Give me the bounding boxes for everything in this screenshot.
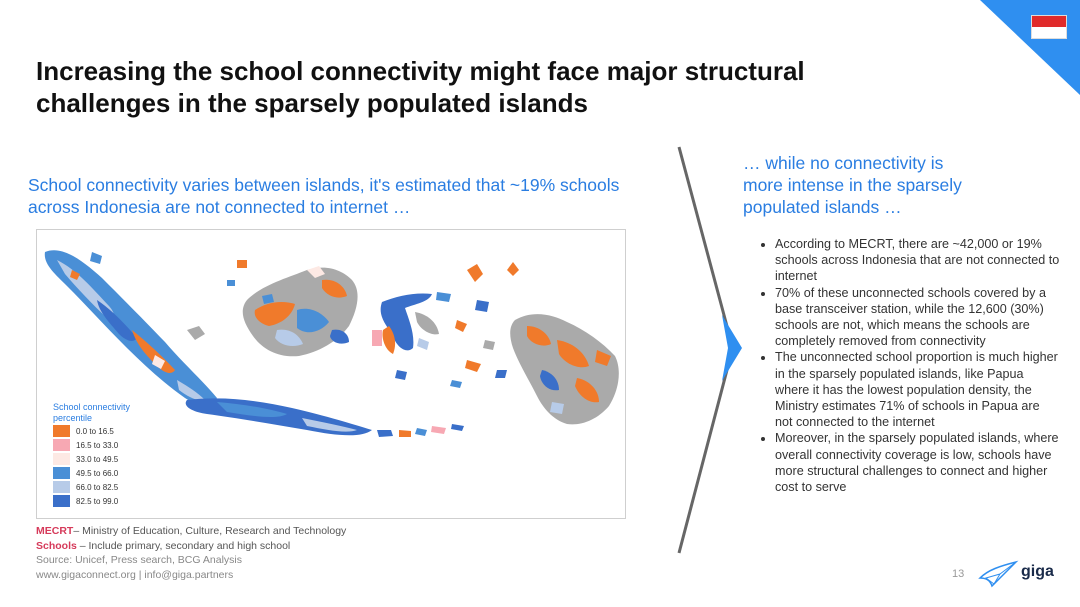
sulawesi-island <box>372 292 451 380</box>
right-subtitle-line-1: … while no connectivity is <box>743 153 944 173</box>
finding-bullet: 70% of these unconnected schools covered… <box>775 285 1060 350</box>
legend-swatch <box>53 467 70 479</box>
legend-swatch <box>53 425 70 437</box>
legend-label: 82.5 to 99.0 <box>76 496 119 506</box>
giga-logo-icon <box>978 560 1019 588</box>
flag-red-band <box>1032 16 1066 27</box>
indonesia-connectivity-map: School connectivity percentile 0.0 to 16… <box>36 229 626 519</box>
legend-title-line-1: School connectivity <box>53 402 131 412</box>
map-graphic <box>44 250 619 437</box>
footnote-mecrt-text: – Ministry of Education, Culture, Resear… <box>73 525 347 537</box>
footnote-schools-text: – Include primary, secondary and high sc… <box>76 539 291 552</box>
legend-title: School connectivity percentile <box>53 402 203 424</box>
legend-label: 49.5 to 66.0 <box>76 468 119 478</box>
giga-logo-text: giga <box>1021 563 1054 580</box>
papua-island <box>510 314 619 425</box>
footnote-links: www.gigaconnect.org | info@giga.partners <box>36 568 234 581</box>
legend-item: 49.5 to 66.0 <box>53 466 203 480</box>
slide-title-line-1: Increasing the school connectivity might… <box>36 56 805 86</box>
indonesia-flag-icon <box>1031 15 1067 39</box>
footnote-schools-key: Schools <box>36 539 77 552</box>
legend-label: 16.5 to 33.0 <box>76 440 119 450</box>
legend-label: 0.0 to 16.5 <box>76 426 114 436</box>
findings-list: According to MECRT, there are ~42,000 or… <box>760 236 1060 495</box>
right-subtitle-line-3: populated islands … <box>743 197 902 217</box>
sumatra-island <box>44 250 217 405</box>
legend-label: 66.0 to 82.5 <box>76 482 119 492</box>
footnote-mecrt-key: MECRT <box>36 525 74 537</box>
right-subtitle-line-2: more intense in the sparsely <box>743 175 962 195</box>
legend-swatch <box>53 495 70 507</box>
map-legend: School connectivity percentile 0.0 to 16… <box>53 402 203 508</box>
kalimantan-island <box>242 266 358 357</box>
footnote-mecrt: MECRT– Ministry of Education, Culture, R… <box>36 524 346 539</box>
legend-swatch <box>53 453 70 465</box>
legend-item: 33.0 to 49.5 <box>53 452 203 466</box>
footnote-schools: Schools – Include primary, secondary and… <box>36 539 346 554</box>
footnotes: MECRT– Ministry of Education, Culture, R… <box>36 524 346 582</box>
left-subtitle-line-2: across Indonesia are not connected to in… <box>28 197 411 217</box>
legend-title-line-2: percentile <box>53 413 93 423</box>
page-number: 13 <box>952 568 965 580</box>
legend-item: 16.5 to 33.0 <box>53 438 203 452</box>
left-subtitle-line-1: School connectivity varies between islan… <box>28 175 620 195</box>
footnote-source: Source: Unicef, Press search, BCG Analys… <box>36 554 242 566</box>
slide-title: Increasing the school connectivity might… <box>36 55 936 119</box>
legend-item: 66.0 to 82.5 <box>53 480 203 494</box>
legend-swatch <box>53 481 70 493</box>
flag-white-band <box>1032 27 1066 38</box>
slide-title-line-2: challenges in the sparsely populated isl… <box>36 88 588 118</box>
java-island <box>185 398 464 437</box>
legend-swatch <box>53 439 70 451</box>
maluku-islands <box>227 260 519 388</box>
finding-bullet: Moreover, in the sparsely populated isla… <box>775 430 1060 495</box>
chevron-divider <box>677 146 742 554</box>
left-subtitle: School connectivity varies between islan… <box>28 174 678 218</box>
right-subtitle: … while no connectivity is more intense … <box>743 152 1033 218</box>
finding-bullet: The unconnected school proportion is muc… <box>775 349 1060 430</box>
legend-label: 33.0 to 49.5 <box>76 454 119 464</box>
legend-item: 82.5 to 99.0 <box>53 494 203 508</box>
legend-item: 0.0 to 16.5 <box>53 424 203 438</box>
finding-bullet: According to MECRT, there are ~42,000 or… <box>775 236 1060 285</box>
